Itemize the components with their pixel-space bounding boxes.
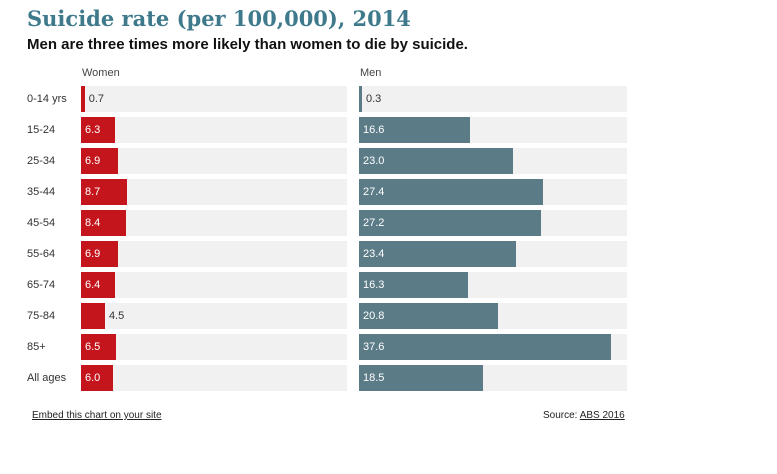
chart-title: Suicide rate (per 100,000), 2014	[27, 6, 411, 31]
women-bar	[81, 86, 85, 112]
source-label: Source:	[543, 410, 580, 421]
women-bar	[81, 365, 113, 391]
men-bar-track: 20.8	[359, 303, 627, 329]
men-bar-track: 18.5	[359, 365, 627, 391]
men-value-label: 23.0	[363, 155, 385, 167]
suicide-rate-bar-chart: 0-14 yrs 0.7 0.3 15-24 6.3 16.6 25-34 6.9 23.0 35…	[0, 86, 777, 398]
men-bar	[359, 241, 516, 267]
men-bar-track: 16.6	[359, 117, 627, 143]
women-series-label: Women	[82, 67, 120, 79]
women-bar	[81, 179, 128, 205]
men-bar-track: 37.6	[359, 334, 627, 360]
women-bar-track: 6.9	[81, 241, 347, 267]
women-bar	[81, 303, 105, 329]
men-value-label: 16.3	[363, 279, 385, 291]
women-bar	[81, 148, 118, 174]
men-value-label: 16.6	[363, 124, 385, 136]
chart-row: All ages 6.0 18.5	[0, 365, 777, 391]
men-bar-track: 16.3	[359, 272, 627, 298]
women-bar-track: 6.9	[81, 148, 347, 174]
source-note: Source: ABS 2016	[543, 410, 625, 421]
women-bar-track: 8.4	[81, 210, 347, 236]
chart-row: 45-54 8.4 27.2	[0, 210, 777, 236]
chart-row: 35-44 8.7 27.4	[0, 179, 777, 205]
category-label: 0-14 yrs	[27, 93, 67, 105]
women-bar	[81, 272, 115, 298]
women-bar-track: 6.3	[81, 117, 347, 143]
category-label: 85+	[27, 341, 46, 353]
women-value-label: 0.7	[88, 93, 105, 105]
men-bar-track: 27.2	[359, 210, 627, 236]
men-bar	[359, 272, 469, 298]
source-link[interactable]: ABS 2016	[579, 410, 625, 421]
women-value-label: 6.3	[85, 124, 101, 136]
chart-row: 15-24 6.3 16.6	[0, 117, 777, 143]
chart-row: 85+ 6.5 37.6	[0, 334, 777, 360]
chart-row: 65-74 6.4 16.3	[0, 272, 777, 298]
women-value-label: 8.7	[85, 186, 101, 198]
men-value-label: 20.8	[363, 310, 385, 322]
men-bar	[359, 334, 611, 360]
chart-row: 55-64 6.9 23.4	[0, 241, 777, 267]
men-bar	[359, 303, 499, 329]
men-bar-track: 23.0	[359, 148, 627, 174]
category-label: 55-64	[27, 248, 56, 260]
category-label: 35-44	[27, 186, 56, 198]
embed-chart-link[interactable]: Embed this chart on your site	[32, 410, 162, 421]
men-bar-track: 23.4	[359, 241, 627, 267]
category-label: 65-74	[27, 279, 56, 291]
men-bar	[359, 179, 543, 205]
men-value-label: 27.2	[363, 217, 385, 229]
women-value-label: 6.9	[85, 248, 101, 260]
category-label: 25-34	[27, 155, 56, 167]
women-bar-track: 6.4	[81, 272, 347, 298]
men-value-label: 27.4	[363, 186, 385, 198]
men-bar	[359, 365, 483, 391]
category-label: 45-54	[27, 217, 56, 229]
women-bar-track: 6.5	[81, 334, 347, 360]
women-bar	[81, 117, 115, 143]
chart-row: 25-34 6.9 23.0	[0, 148, 777, 174]
women-value-label: 8.4	[85, 217, 101, 229]
men-series-label: Men	[360, 67, 382, 79]
chart-subtitle: Men are three times more likely than wom…	[27, 36, 468, 53]
men-bar-track: 27.4	[359, 179, 627, 205]
men-bar-track: 0.3	[359, 86, 627, 112]
women-value-label: 6.9	[85, 155, 101, 167]
women-bar	[81, 334, 116, 360]
men-bar	[359, 210, 542, 236]
women-bar	[81, 210, 126, 236]
women-value-label: 6.0	[85, 372, 101, 384]
women-bar-track: 4.5	[81, 303, 347, 329]
women-bar-track: 0.7	[81, 86, 347, 112]
category-label: All ages	[27, 372, 67, 384]
women-value-label: 6.4	[85, 279, 101, 291]
chart-row: 0-14 yrs 0.7 0.3	[0, 86, 777, 112]
women-bar-track: 6.0	[81, 365, 347, 391]
men-value-label: 37.6	[363, 341, 385, 353]
men-value-label: 0.3	[366, 93, 382, 105]
women-value-label: 4.5	[108, 310, 125, 322]
men-bar	[359, 148, 514, 174]
men-value-label: 18.5	[363, 372, 385, 384]
women-value-label: 6.5	[85, 341, 101, 353]
category-label: 75-84	[27, 310, 56, 322]
women-bar-track: 8.7	[81, 179, 347, 205]
men-bar	[359, 86, 362, 112]
men-value-label: 23.4	[363, 248, 385, 260]
chart-row: 75-84 4.5 20.8	[0, 303, 777, 329]
women-bar	[81, 241, 118, 267]
category-label: 15-24	[27, 124, 56, 136]
men-bar	[359, 117, 471, 143]
